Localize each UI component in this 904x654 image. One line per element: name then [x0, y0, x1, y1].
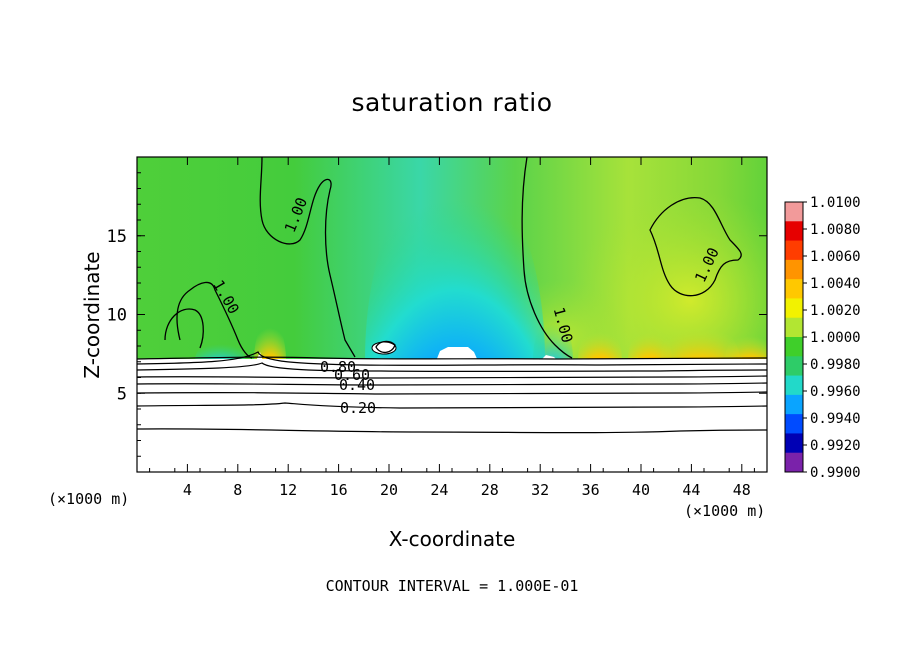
- colorbar-label: 0.9980: [810, 357, 861, 373]
- x-tick-label: 28: [481, 481, 499, 499]
- contour-label: 0.20: [340, 399, 376, 417]
- colorbar-band: [785, 394, 803, 415]
- colorbar-band: [785, 317, 803, 338]
- contour-label: 0.80: [320, 358, 356, 376]
- x-tick-label: 48: [733, 481, 751, 499]
- colorbar-label: 1.0040: [810, 276, 861, 292]
- colorbar-label: 1.0020: [810, 303, 861, 319]
- colorbar-band: [785, 221, 803, 242]
- x-tick-label: 4: [183, 481, 192, 499]
- x-tick-label: 8: [233, 481, 242, 499]
- x-axis-label: X-coordinate: [388, 527, 516, 551]
- x-tick-label: 44: [682, 481, 700, 499]
- y-tick-label: 10: [107, 306, 127, 326]
- x-unit-label-left: (×1000 m): [48, 490, 130, 508]
- contour-label: 0.60: [334, 366, 370, 384]
- colorbar-label: 1.0080: [810, 222, 861, 238]
- colorbar-band: [785, 375, 803, 396]
- colorbar-label: 1.0100: [810, 195, 861, 211]
- contour-label: 0.40: [339, 376, 375, 394]
- colorbar-band: [785, 414, 803, 434]
- x-unit-label-right: (×1000 m): [684, 502, 766, 520]
- colorbar-label: 0.9960: [810, 384, 861, 400]
- colorbar-band: [785, 452, 803, 473]
- contour-interval-note: CONTOUR INTERVAL = 1.000E-01: [325, 577, 579, 595]
- x-tick-label: 20: [380, 481, 398, 499]
- x-tick-label: 40: [632, 481, 650, 499]
- contour-lines: [164, 157, 742, 359]
- colorbar-band: [785, 356, 803, 377]
- x-tick-label: 24: [430, 481, 448, 499]
- x-tick-label: 36: [582, 481, 600, 499]
- colorbar-band: [785, 240, 803, 261]
- colorbar: 1.0100 1.0080 1.0060 1.0040 1.0020 1.0000 0.99…: [784, 195, 861, 481]
- y-tick-label: 15: [107, 227, 127, 247]
- colorbar-label: 0.9940: [810, 411, 861, 427]
- x-tick-label: 32: [531, 481, 549, 499]
- colorbar-band: [785, 433, 803, 454]
- colorbar-band: [785, 259, 803, 280]
- colorbar-label: 1.0000: [810, 330, 861, 346]
- x-tick-label: 16: [330, 481, 348, 499]
- x-tick-label: 12: [279, 481, 297, 499]
- colorbar-label: 0.9920: [810, 438, 861, 454]
- lower-contours: [136, 351, 768, 434]
- colorbar-band: [785, 202, 803, 222]
- colorbar-label: 0.9900: [810, 465, 861, 481]
- heatmap-field: [137, 157, 767, 472]
- colorbar-band: [785, 337, 803, 357]
- y-tick-label: 5: [117, 384, 127, 404]
- colorbar-band: [785, 298, 803, 319]
- colorbar-band: [785, 279, 803, 299]
- y-axis-label: Z-coordinate: [80, 251, 104, 379]
- chart-title: saturation ratio: [351, 88, 553, 117]
- colorbar-label: 1.0060: [810, 249, 861, 265]
